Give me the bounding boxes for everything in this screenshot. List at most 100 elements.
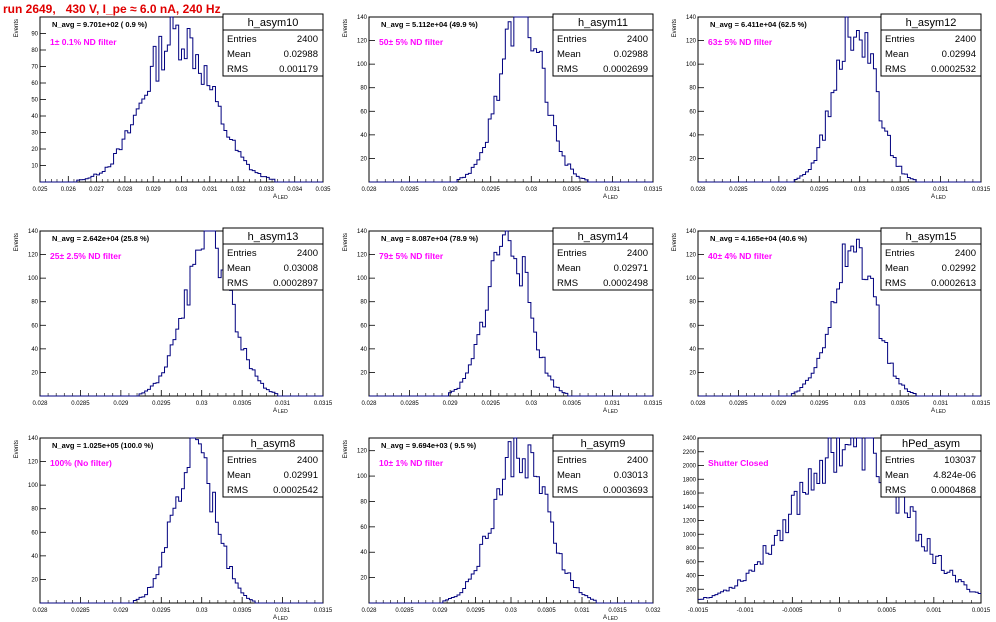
x-tick-label: -0.0005 xyxy=(782,608,803,614)
run-title: run 2649, 430 V, I_pe ≈ 6.0 nA, 240 Hz xyxy=(3,2,221,16)
stat-label-mean: Mean xyxy=(557,263,581,274)
histogram-name: hPed_asym xyxy=(902,438,960,450)
stat-value-rms: 0.0002613 xyxy=(931,278,976,289)
y-tick-label: 2200 xyxy=(683,450,697,456)
y-tick-label: 600 xyxy=(686,560,697,566)
y-tick-label: 20 xyxy=(31,577,38,583)
stats-box xyxy=(880,13,982,77)
stat-value-entries: 2400 xyxy=(627,455,648,466)
stat-value-mean: 0.02988 xyxy=(284,49,318,60)
y-tick-label: 100 xyxy=(357,62,368,68)
y-tick-label: 100 xyxy=(357,474,368,480)
stat-label-mean: Mean xyxy=(227,470,251,481)
x-tick-label: 0.0305 xyxy=(563,187,582,193)
x-tick-label: 0.0285 xyxy=(395,608,414,614)
y-axis-title: Events xyxy=(343,233,349,251)
y-tick-label: 40 xyxy=(360,133,367,139)
y-axis-title: Events xyxy=(672,233,678,251)
x-tick-label: 0.029 xyxy=(113,401,129,407)
histogram-panel: 0.025 0.026 0.027 0.028 0.029 0.03 0.031 0.032 0… xyxy=(14,13,331,201)
filter-annotation: 25± 2.5% ND filter xyxy=(50,251,122,261)
y-tick-label: 1600 xyxy=(683,491,697,497)
stat-value-entries: 2400 xyxy=(627,34,648,45)
stat-value-entries: 2400 xyxy=(297,248,318,259)
x-tick-label: 0.0015 xyxy=(972,608,991,614)
stat-value-rms: 0.0004868 xyxy=(931,485,976,496)
x-tick-label: 0.0305 xyxy=(891,187,910,193)
histogram-panel: -0.0015 -0.001 -0.0005 0 0.0005 0.001 0.0015 20… xyxy=(683,434,991,614)
stat-value-mean: 0.02991 xyxy=(284,470,318,481)
x-tick-label: 0.028 xyxy=(690,187,706,193)
y-tick-label: 2400 xyxy=(683,436,697,442)
filter-annotation: 50± 5% ND filter xyxy=(379,37,444,47)
stat-label-rms: RMS xyxy=(557,485,578,496)
y-tick-label: 120 xyxy=(357,253,368,259)
x-tick-label: 0.035 xyxy=(315,187,331,193)
x-tick-label: 0.033 xyxy=(259,187,275,193)
filter-annotation: 100% (No filter) xyxy=(50,458,112,468)
x-tick-label: 0.03 xyxy=(525,187,537,193)
y-tick-label: 120 xyxy=(28,460,39,466)
x-tick-label: 0.0285 xyxy=(71,608,90,614)
stat-label-mean: Mean xyxy=(227,49,251,60)
n-avg-label: N_avg = 8.087e+04 (78.9 %) xyxy=(381,234,479,243)
stat-label-entries: Entries xyxy=(885,455,915,466)
filter-annotation: 10± 1% ND filter xyxy=(379,458,444,468)
stat-label-mean: Mean xyxy=(227,263,251,274)
x-tick-label: 0.0315 xyxy=(972,187,991,193)
y-tick-label: 60 xyxy=(31,323,38,329)
y-tick-label: 50 xyxy=(31,98,38,104)
x-tick-label: 0.0315 xyxy=(644,401,663,407)
stat-value-entries: 2400 xyxy=(297,34,318,45)
x-tick-label: -0.0015 xyxy=(688,608,709,614)
stat-label-rms: RMS xyxy=(557,64,578,75)
n-avg-label: N_avg = 6.411e+04 (62.5 %) xyxy=(710,20,807,29)
stat-value-rms: 0.0002532 xyxy=(931,64,976,75)
plot-frame xyxy=(697,16,982,183)
histogram-name: h_asym8 xyxy=(251,438,296,450)
x-tick-label: 0.027 xyxy=(89,187,105,193)
y-tick-label: 1400 xyxy=(683,505,697,511)
stat-label-mean: Mean xyxy=(885,470,909,481)
x-tick-label: 0.0315 xyxy=(314,401,333,407)
filter-annotation: Shutter Closed xyxy=(708,458,768,468)
stat-value-mean: 4.824e-06 xyxy=(933,470,976,481)
histogram-line xyxy=(40,437,323,604)
histogram-panel: 0.028 0.0285 0.029 0.0295 0.03 0.0305 0.031 0.0… xyxy=(343,227,663,415)
x-tick-label: 0.03 xyxy=(505,608,517,614)
x-tick-label: 0.0285 xyxy=(71,401,90,407)
y-tick-label: 140 xyxy=(686,229,697,235)
y-tick-label: 60 xyxy=(360,109,367,115)
histogram-line xyxy=(369,16,653,183)
x-tick-label: 0.0315 xyxy=(972,401,991,407)
y-tick-label: 120 xyxy=(686,253,697,259)
stat-value-entries: 103037 xyxy=(944,455,976,466)
histogram-line xyxy=(698,238,981,397)
stat-value-rms: 0.001179 xyxy=(279,64,318,75)
y-tick-label: 20 xyxy=(689,156,696,162)
x-tick-label: 0.028 xyxy=(361,401,377,407)
x-tick-label: 0.029 xyxy=(146,187,162,193)
x-axis-title: ALED xyxy=(603,194,618,201)
stat-label-mean: Mean xyxy=(885,49,909,60)
x-tick-label: 0.029 xyxy=(443,187,459,193)
y-tick-label: 120 xyxy=(357,39,368,45)
y-tick-label: 100 xyxy=(357,276,368,282)
plot-frame xyxy=(697,230,982,397)
x-tick-label: 0.03 xyxy=(525,401,537,407)
x-tick-label: 0.0305 xyxy=(233,608,252,614)
y-tick-label: 140 xyxy=(28,436,39,442)
x-tick-label: 0.0295 xyxy=(152,608,171,614)
stats-box xyxy=(222,434,324,498)
y-tick-label: 40 xyxy=(360,347,367,353)
x-tick-label: 0.028 xyxy=(690,401,706,407)
y-tick-label: 60 xyxy=(689,323,696,329)
x-tick-label: 0.0285 xyxy=(729,187,748,193)
stat-label-mean: Mean xyxy=(557,470,581,481)
y-tick-label: 60 xyxy=(31,81,38,87)
x-tick-label: 0.029 xyxy=(771,401,787,407)
x-tick-label: 0.0005 xyxy=(877,608,896,614)
y-tick-label: 30 xyxy=(31,131,38,137)
stats-box xyxy=(222,13,324,77)
n-avg-label: N_avg = 1.025e+05 (100.0 %) xyxy=(52,441,154,450)
